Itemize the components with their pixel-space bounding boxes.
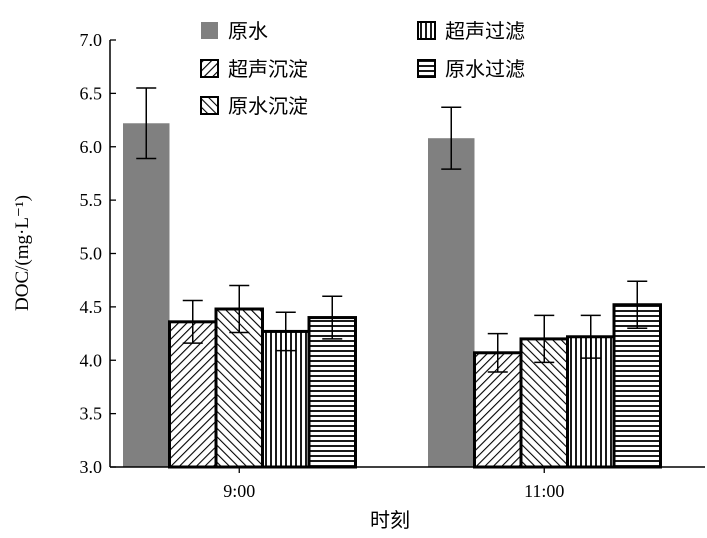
legend-swatch xyxy=(201,22,218,39)
legend-label: 超声沉淀 xyxy=(228,58,308,81)
y-tick-label: 4.5 xyxy=(80,297,103,317)
y-tick-label: 6.0 xyxy=(80,137,103,157)
bar-原水过滤 xyxy=(612,303,662,469)
legend-label: 原水沉淀 xyxy=(228,95,308,118)
legend-label: 原水过滤 xyxy=(445,58,525,81)
bar-超声过滤 xyxy=(261,329,311,469)
legend-swatch xyxy=(417,21,436,40)
y-tick-label: 7.0 xyxy=(80,30,103,50)
x-tick-label: 11:00 xyxy=(524,481,564,501)
y-tick-label: 4.0 xyxy=(80,350,103,370)
y-tick-label: 6.5 xyxy=(80,83,103,103)
legend-label: 超声过滤 xyxy=(445,20,525,43)
y-tick-label: 3.5 xyxy=(80,404,103,424)
x-axis-label: 时刻 xyxy=(370,509,410,532)
y-axis-label: DOC/(mg·L⁻¹) xyxy=(12,195,33,311)
bar-原水 xyxy=(428,138,475,467)
bar-原水过滤 xyxy=(307,316,357,469)
legend-swatch xyxy=(200,96,219,115)
y-tick-label: 5.5 xyxy=(80,190,103,210)
x-tick-label: 9:00 xyxy=(223,481,255,501)
legend-label: 原水 xyxy=(228,20,268,43)
y-tick-label: 5.0 xyxy=(80,244,103,264)
legend-swatch xyxy=(200,59,219,78)
y-tick-label: 3.0 xyxy=(80,457,103,477)
bar-超声沉淀 xyxy=(168,320,218,469)
bar-原水 xyxy=(123,123,170,467)
legend-swatch xyxy=(417,59,436,78)
